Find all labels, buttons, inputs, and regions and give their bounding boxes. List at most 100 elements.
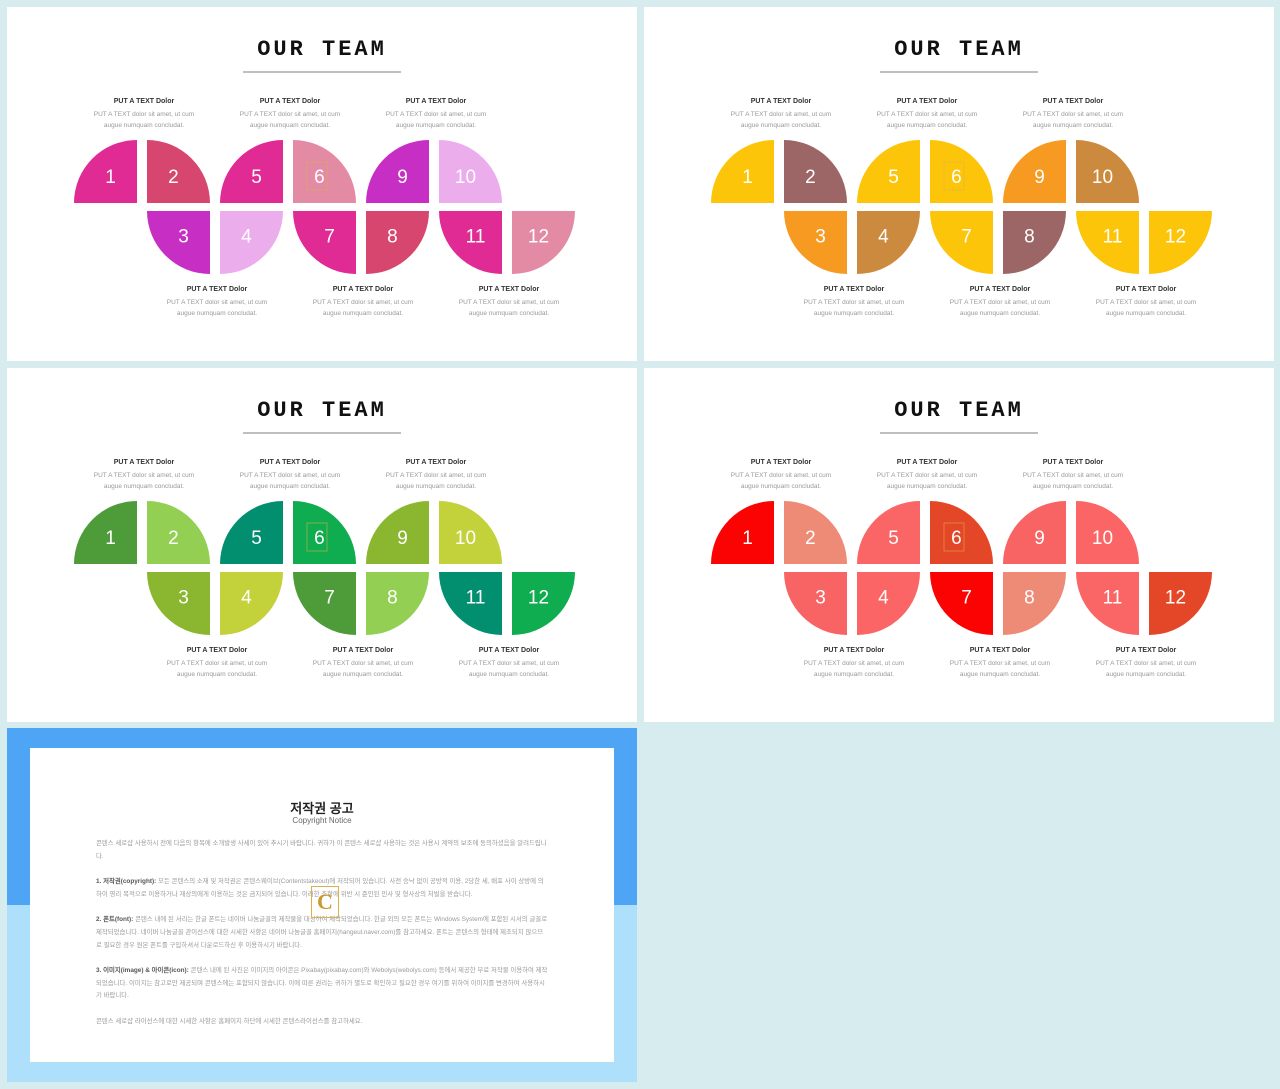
segment-number: 12 xyxy=(1165,588,1186,609)
caption-line-2: augue numquam concludat. xyxy=(813,671,895,678)
segment-2 xyxy=(147,140,210,203)
team-caption: PUT A TEXT Dolor PUT A TEXT dolor sit ame… xyxy=(1008,458,1138,492)
segment-5 xyxy=(857,501,920,564)
notice-copyright-text: 모든 콘텐스의 소재 및 저작권은 콘텐스웨이브(Contentstakeout… xyxy=(96,878,544,898)
team-caption: PUT A TEXT Dolor PUT A TEXT dolor sit ame… xyxy=(444,646,574,680)
segment-number: 3 xyxy=(178,588,189,609)
team-caption: PUT A TEXT Dolor PUT A TEXT dolor sit ame… xyxy=(371,97,501,131)
segment-5 xyxy=(857,140,920,203)
segment-4 xyxy=(220,572,283,635)
segment-6 xyxy=(930,501,993,564)
segment-8 xyxy=(1003,211,1066,274)
team-caption: PUT A TEXT Dolor PUT A TEXT dolor sit ame… xyxy=(716,458,846,492)
segment-7 xyxy=(930,572,993,635)
caption-line-2: augue numquam concludat. xyxy=(395,122,477,129)
caption-line-2: augue numquam concludat. xyxy=(740,122,822,129)
notice-title: 저작권 공고 xyxy=(290,801,354,816)
team-segment-diagram: 1 2 5 6 9 103 4 7 8 11 12 xyxy=(74,501,575,635)
segment-number: 4 xyxy=(878,588,889,609)
caption-heading: PUT A TEXT Dolor xyxy=(1042,98,1104,105)
team-caption: PUT A TEXT Dolor PUT A TEXT dolor sit ame… xyxy=(935,646,1065,680)
segment-number: 9 xyxy=(1034,528,1045,549)
caption-line-1: PUT A TEXT dolor sit amet, ut cum xyxy=(385,111,487,118)
segment-number: 3 xyxy=(815,588,826,609)
notice-font-section: 2. 폰트(font): 콘텐스 내에 된 서리는 한글 폰트는 네이버 나눔글… xyxy=(96,914,548,952)
caption-heading: PUT A TEXT Dolor xyxy=(186,286,248,293)
caption-line-2: augue numquam concludat. xyxy=(740,483,822,490)
caption-heading: PUT A TEXT Dolor xyxy=(332,647,394,654)
caption-text: PUT A TEXT dolor sit amet, ut cum augue n… xyxy=(862,109,992,131)
team-caption: PUT A TEXT Dolor PUT A TEXT dolor sit ame… xyxy=(1008,97,1138,131)
slide-title: OUR TEAM xyxy=(894,398,1024,423)
segment-number: 7 xyxy=(324,227,335,248)
caption-line-1: PUT A TEXT dolor sit amet, ut cum xyxy=(803,660,905,667)
segment-number: 8 xyxy=(387,227,398,248)
segment-6 xyxy=(293,140,356,203)
caption-line-1: PUT A TEXT dolor sit amet, ut cum xyxy=(876,472,978,479)
caption-line-2: augue numquam concludat. xyxy=(1032,122,1114,129)
notice-subtitle: Copyright Notice xyxy=(292,816,352,825)
caption-text: PUT A TEXT dolor sit amet, ut cum augue n… xyxy=(79,470,209,492)
watermark-logo-icon xyxy=(306,522,328,552)
segment-number: 5 xyxy=(251,167,262,188)
slide-our-team-red: OUR TEAM 1 2 5 6 9 10 3 4 7 8 11 12 PUT A TEXT Dolor… xyxy=(644,368,1274,722)
caption-heading: PUT A TEXT Dolor xyxy=(969,286,1031,293)
slide-title: OUR TEAM xyxy=(257,37,387,62)
caption-heading: PUT A TEXT Dolor xyxy=(969,647,1031,654)
caption-line-1: PUT A TEXT dolor sit amet, ut cum xyxy=(876,111,978,118)
caption-line-1: PUT A TEXT dolor sit amet, ut cum xyxy=(730,472,832,479)
segment-9 xyxy=(366,501,429,564)
segment-7 xyxy=(293,211,356,274)
segment-10 xyxy=(439,501,502,564)
caption-line-1: PUT A TEXT dolor sit amet, ut cum xyxy=(1022,472,1124,479)
segment-number: 8 xyxy=(387,588,398,609)
segment-number: 3 xyxy=(815,227,826,248)
segment-8 xyxy=(1003,572,1066,635)
segment-1 xyxy=(711,501,774,564)
team-segment-diagram: 1 2 5 6 9 103 4 7 8 11 12 xyxy=(711,140,1212,274)
caption-text: PUT A TEXT dolor sit amet, ut cum augue n… xyxy=(789,297,919,319)
team-caption: PUT A TEXT Dolor PUT A TEXT dolor sit ame… xyxy=(862,458,992,492)
segment-3 xyxy=(147,211,210,274)
segment-number: 7 xyxy=(961,588,972,609)
caption-text: PUT A TEXT dolor sit amet, ut cum augue n… xyxy=(1008,470,1138,492)
segment-number: 5 xyxy=(888,167,899,188)
caption-text: PUT A TEXT dolor sit amet, ut cum augue n… xyxy=(152,658,282,680)
caption-text: PUT A TEXT dolor sit amet, ut cum augue n… xyxy=(152,297,282,319)
segment-number: 12 xyxy=(528,588,549,609)
segment-10 xyxy=(439,140,502,203)
caption-heading: PUT A TEXT Dolor xyxy=(750,459,812,466)
caption-heading: PUT A TEXT Dolor xyxy=(113,459,175,466)
segment-number: 4 xyxy=(878,227,889,248)
watermark-logo-icon xyxy=(306,161,328,191)
segment-12 xyxy=(512,211,575,274)
title-underline xyxy=(243,432,401,434)
notice-font-text: 콘텐스 내에 된 서리는 한글 폰트는 네이버 나눔글꼴의 제작물을 대상하여 … xyxy=(96,916,548,949)
segment-number: 5 xyxy=(251,528,262,549)
segment-number: 10 xyxy=(1092,167,1113,188)
caption-text: PUT A TEXT dolor sit amet, ut cum augue n… xyxy=(935,297,1065,319)
caption-line-1: PUT A TEXT dolor sit amet, ut cum xyxy=(385,472,487,479)
watermark-logo-icon xyxy=(943,161,965,191)
segment-3 xyxy=(147,572,210,635)
segment-number: 5 xyxy=(888,528,899,549)
team-caption: PUT A TEXT Dolor PUT A TEXT dolor sit ame… xyxy=(225,97,355,131)
segment-3 xyxy=(784,572,847,635)
segment-number: 1 xyxy=(105,528,116,549)
segment-7 xyxy=(293,572,356,635)
notice-image-label: 3. 이미지(image) & 아이콘(icon): xyxy=(96,967,189,975)
team-caption: PUT A TEXT Dolor PUT A TEXT dolor sit ame… xyxy=(862,97,992,131)
caption-heading: PUT A TEXT Dolor xyxy=(478,286,540,293)
segment-11 xyxy=(1076,211,1139,274)
segment-number: 4 xyxy=(241,227,252,248)
caption-line-2: augue numquam concludat. xyxy=(249,122,331,129)
slide-our-team-pink: OUR TEAM 1 2 5 6 9 10 3 4 7 8 11 12 PUT A TEXT Dolor… xyxy=(7,7,637,361)
caption-text: PUT A TEXT dolor sit amet, ut cum augue n… xyxy=(1008,109,1138,131)
segment-number: 10 xyxy=(1092,528,1113,549)
team-caption: PUT A TEXT Dolor PUT A TEXT dolor sit ame… xyxy=(79,458,209,492)
caption-line-2: augue numquam concludat. xyxy=(103,483,185,490)
segment-1 xyxy=(74,501,137,564)
caption-line-1: PUT A TEXT dolor sit amet, ut cum xyxy=(166,660,268,667)
caption-text: PUT A TEXT dolor sit amet, ut cum augue n… xyxy=(79,109,209,131)
caption-line-2: augue numquam concludat. xyxy=(813,310,895,317)
